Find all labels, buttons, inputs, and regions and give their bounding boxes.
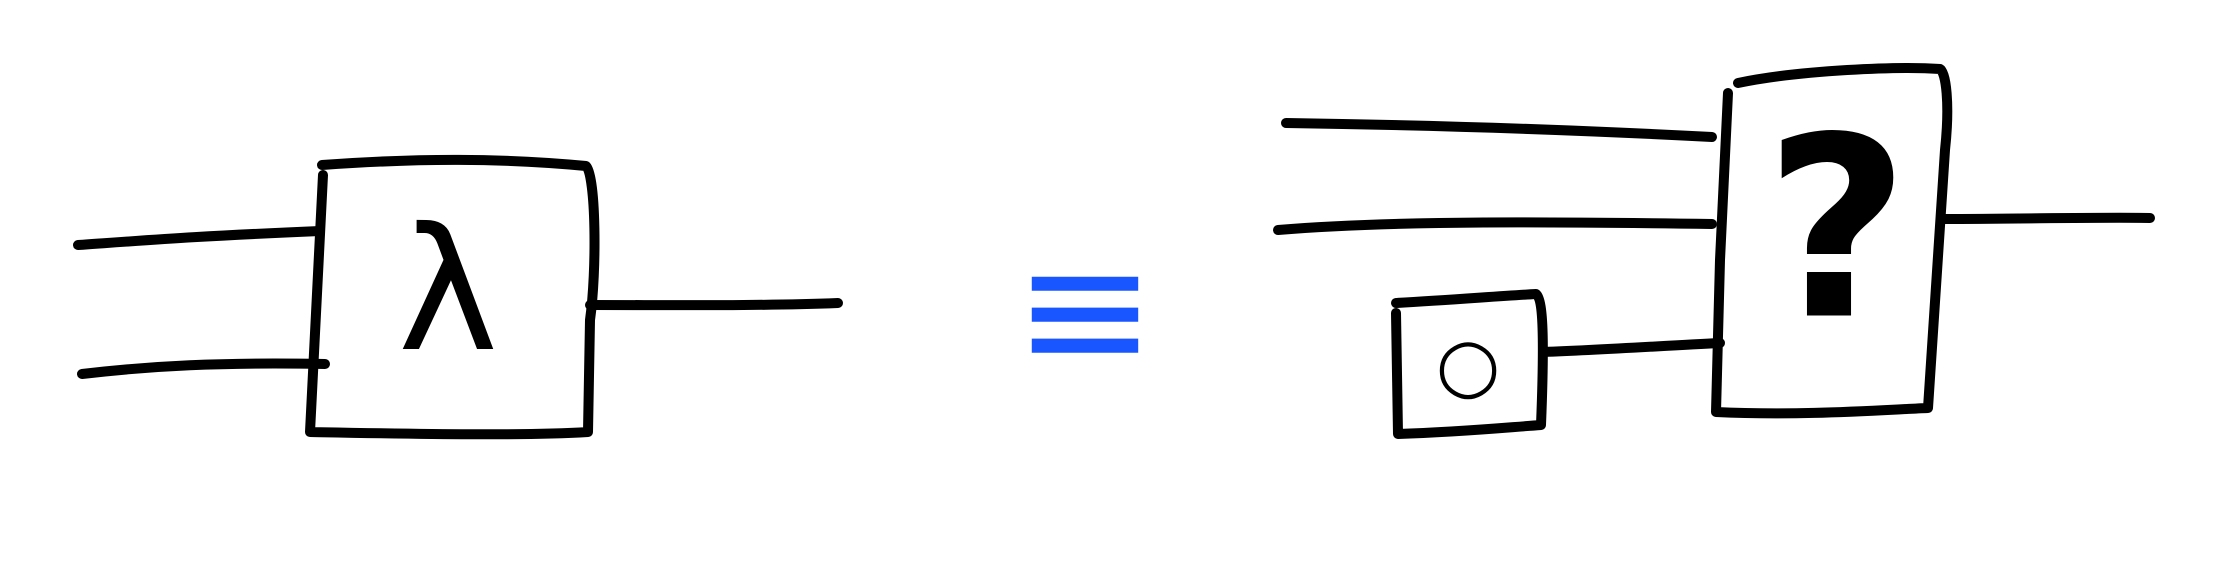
inner-box-output-wire: [1539, 338, 1725, 357]
mystery-output-wire: [1939, 212, 2155, 224]
lambda-box: [305, 154, 600, 440]
equivalence-symbol: ≡: [1014, 211, 1156, 409]
inner-circle-symbol: ○: [1436, 322, 1501, 408]
mystery-function-group: ? ○: [1273, 63, 2155, 439]
mystery-input-wire-1: [1281, 118, 1717, 142]
lambda-function-group: λ: [73, 154, 843, 440]
output-wire: [585, 298, 843, 311]
input-wire-2: [77, 358, 330, 379]
mystery-input-wire-2: [1273, 217, 1717, 235]
equivalence-sign: ≡: [1014, 211, 1156, 409]
input-wire-1: [73, 226, 325, 250]
lambda-symbol: λ: [398, 192, 499, 390]
question-mark-symbol: ?: [1764, 84, 1909, 375]
inner-box: [1391, 289, 1548, 439]
